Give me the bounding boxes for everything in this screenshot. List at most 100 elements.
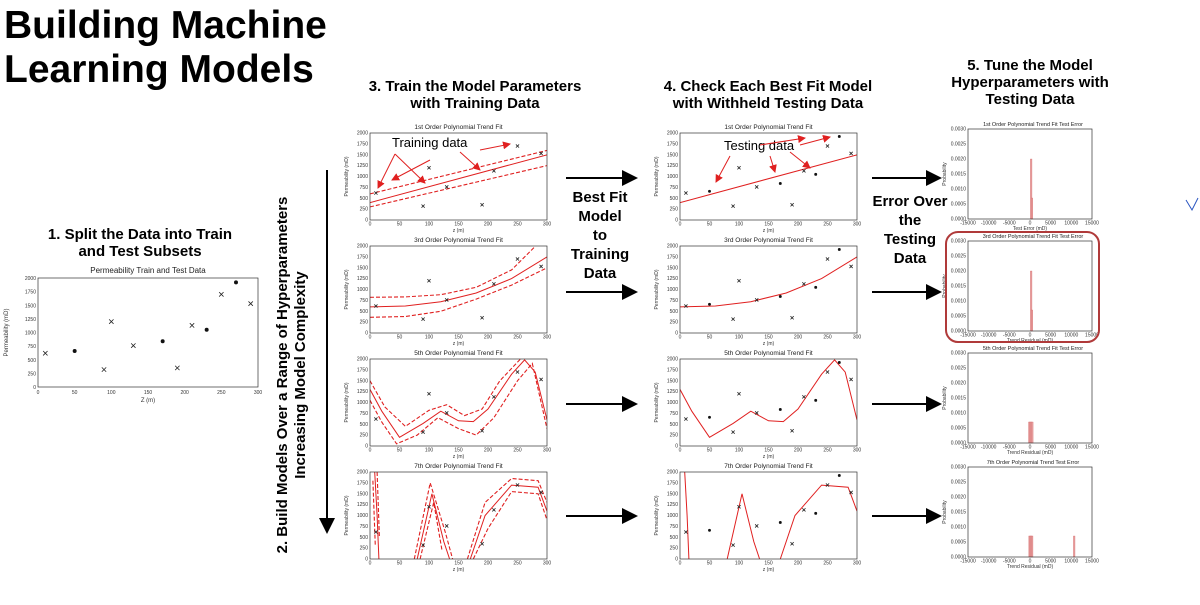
hist-1-xtick: 5000 (1045, 332, 1056, 338)
fit-test-2-ytick: 250 (670, 433, 679, 439)
hist-3-ytick: 0.0005 (951, 540, 967, 546)
fit-train-3-xlabel: z (m) (453, 567, 465, 573)
train-point-0 (374, 191, 378, 195)
error-over-l2: the (898, 212, 922, 229)
fit-train-1-chart: 3rd Order Polynomial Trend Fit 0 50 100 150 2… (344, 237, 551, 347)
fit-test-1-xtick: 50 (707, 335, 713, 341)
fit-test-2-xlabel: z (m) (763, 454, 775, 460)
step3-heading: 3. Train the Model Parameters with Train… (345, 78, 605, 112)
hist-0-title: 1st Order Polynomial Trend Fit Test Erro… (983, 122, 1083, 128)
train-point-6 (825, 370, 830, 374)
test-point-2 (204, 327, 209, 332)
fit-train-2-upper (370, 359, 521, 428)
train-point-5 (802, 281, 806, 286)
hist-3-title: 7th Order Polynomial Trend Test Error (987, 460, 1080, 466)
step1-chart: Permeability Train and Test Data 0 50 100 15… (4, 266, 262, 404)
train-point-1 (731, 430, 735, 434)
hist-0-ytick: 0.0030 (951, 127, 967, 133)
fit-test-2-xtick: 0 (679, 448, 682, 454)
step4-line2: with Withheld Testing Data (672, 95, 864, 112)
train-point-6 (825, 257, 830, 261)
hist-0-xtick: -15000 (960, 220, 976, 226)
step5-line2: Hyperparameters with (951, 74, 1109, 91)
fit-train-1-ytick: 250 (360, 320, 369, 326)
train-point-1 (421, 317, 425, 321)
fit-train-2-bg (370, 359, 547, 446)
fit-train-3-curves (372, 472, 547, 559)
train-point-0 (374, 304, 378, 308)
hist-2-xtick: 5000 (1045, 444, 1056, 450)
hist-3-ytick: 0.0010 (951, 525, 967, 531)
hist-2-chart: 5th Order Polynomial Trend Fit Test Erro… (942, 346, 1099, 456)
fit-test-0-ytick: 750 (670, 185, 679, 191)
fit-test-1-ytick: 1750 (667, 254, 678, 260)
test-point-2 (814, 285, 818, 289)
hist-0-xtick: 5000 (1045, 220, 1056, 226)
error-over-l4: Data (893, 250, 927, 267)
fit-test-0-solid (680, 154, 857, 204)
hist-3-frame (967, 466, 1093, 558)
train-point-3 (754, 185, 759, 189)
fit-test-3-ytick: 250 (670, 546, 679, 552)
fit-train-2-title: 5th Order Polynomial Trend Fit (414, 350, 503, 357)
fit-test-3-ytick: 2000 (667, 470, 678, 476)
train-point-7 (849, 264, 853, 269)
fit-train-1-ytick: 1000 (357, 287, 368, 293)
hist-charts: 1st Order Polynomial Trend Fit Test Erro… (942, 122, 1099, 570)
fit-train-3-ytick: 1250 (357, 502, 368, 508)
fit-test-3-ytick: 1000 (667, 513, 678, 519)
hist-2-ytick: 0.0020 (951, 381, 967, 387)
training-annotation-text: Training data (392, 135, 468, 150)
train-point-0 (684, 304, 688, 308)
hist-1-ytick: 0.0000 (951, 329, 967, 335)
fit-train-1-curves (370, 246, 547, 318)
test-point-2 (814, 398, 818, 402)
fit-charts: 1st Order Polynomial Trend Fit 0 50 100 150 2… (344, 124, 861, 573)
fit-train-1-ylabel: Permeability (mD) (344, 269, 350, 309)
fit-test-3-ytick: 500 (670, 535, 679, 541)
train-point-0 (42, 350, 48, 356)
test-point-2 (814, 172, 818, 176)
fit-test-1-xlabel: z (m) (763, 341, 775, 347)
fit-test-3-curves (684, 472, 857, 559)
fit-test-0-ytick: 0 (675, 218, 678, 224)
fit-train-0-upper (370, 149, 547, 195)
train-point-4 (790, 428, 794, 433)
train-point-5 (492, 507, 496, 512)
hist-2-ytick: 0.0025 (951, 366, 967, 372)
testing-arrow-3 (799, 134, 831, 146)
fit-train-3-frame (369, 471, 548, 560)
hist-0-ytick: 0.0005 (951, 202, 967, 208)
fit-test-1-ylabel: Permeability (mD) (654, 269, 660, 309)
train-point-5 (802, 394, 806, 399)
fit-train-0-xtick: 300 (543, 222, 552, 228)
fit-test-0-ylabel: Permeability (mD) (654, 156, 660, 196)
testing-annotation: Testing data (715, 134, 831, 183)
hist-0-xtick: -10000 (981, 220, 997, 226)
test-point-3 (837, 474, 841, 477)
fit-train-0-ylabel: Permeability (mD) (344, 156, 350, 196)
hist-3-ytick: 0.0000 (951, 555, 967, 561)
fit-train-3-ytick: 2000 (357, 470, 368, 476)
fit-train-0-xtick: 50 (397, 222, 403, 228)
fit-test-0-ytick: 1750 (667, 141, 678, 147)
train-point-4 (790, 315, 794, 320)
fit-train-0-xtick: 250 (513, 222, 522, 228)
fit-test-2-ytick: 500 (670, 422, 679, 428)
step1-ytick: 0 (33, 385, 36, 391)
hist-1-title: 3rd Order Polynomial Trend Fit Test Erro… (983, 234, 1084, 240)
fit-train-1-xlabel: z (m) (453, 341, 465, 347)
fit-train-2-xtick: 50 (397, 448, 403, 454)
hist-0-chart: 1st Order Polynomial Trend Fit Test Erro… (942, 122, 1099, 232)
hist-3-xtick: -15000 (960, 558, 976, 564)
error-over-l3: Testing (883, 231, 937, 248)
fit-test-3-ytick: 1750 (667, 480, 678, 486)
fit-test-0-xtick: 100 (735, 222, 744, 228)
training-arrow-2 (459, 151, 481, 171)
fit-train-2-frame (369, 358, 548, 447)
hist-3-xlabel: Trend Residual (mD) (1007, 564, 1054, 570)
fit-test-3-ylabel: Permeability (mD) (654, 495, 660, 535)
fit-test-2-xtick: 150 (764, 448, 773, 454)
step1-ytick: 1750 (25, 290, 36, 296)
hist-3-chart: 7th Order Polynomial Trend Test Error -15… (942, 460, 1099, 570)
